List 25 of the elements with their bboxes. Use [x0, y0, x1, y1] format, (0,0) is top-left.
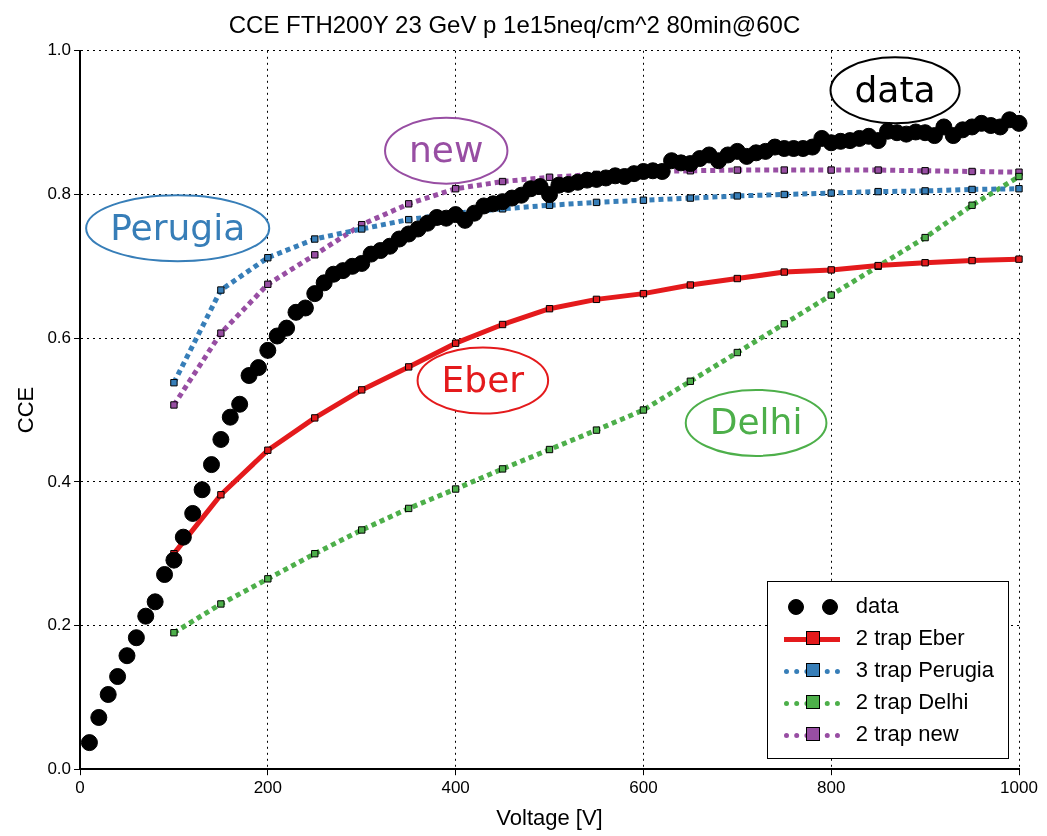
annotation: Perugia	[110, 206, 246, 248]
y-tick-label: 1.0	[47, 40, 72, 60]
y-tick-label: 0.6	[47, 327, 72, 347]
y-tick-label: 0.8	[47, 184, 72, 204]
x-axis-title: Voltage [V]	[496, 804, 603, 830]
x-tick-label: 600	[629, 778, 658, 798]
y-axis-title: CCE	[13, 386, 39, 434]
annotation: Eber	[441, 358, 525, 400]
y-tick-label: 0.4	[47, 471, 72, 491]
legend-label: 3 trap Perugia	[855, 657, 994, 684]
y-tick-label: 0.0	[47, 758, 72, 778]
x-tick-label: 200	[253, 778, 283, 798]
y-tick-label: 0.2	[47, 615, 72, 635]
x-tick-label: 800	[817, 778, 846, 798]
annotation: new	[409, 129, 484, 171]
x-tick-label: 1000	[1000, 778, 1038, 798]
legend-label: 2 trap new	[855, 721, 959, 748]
legend-label: 2 trap Eber	[855, 625, 965, 652]
legend-label: data	[855, 593, 899, 620]
legend-label: 2 trap Delhi	[855, 689, 969, 716]
chart-title: CCE FTH200Y 23 GeV p 1e15neq/cm^2 80min@60C	[228, 11, 801, 39]
annotation: data	[854, 68, 936, 110]
x-tick-label: 0	[75, 778, 85, 798]
annotation: Delhi	[709, 401, 803, 443]
x-tick-label: 400	[441, 778, 470, 798]
